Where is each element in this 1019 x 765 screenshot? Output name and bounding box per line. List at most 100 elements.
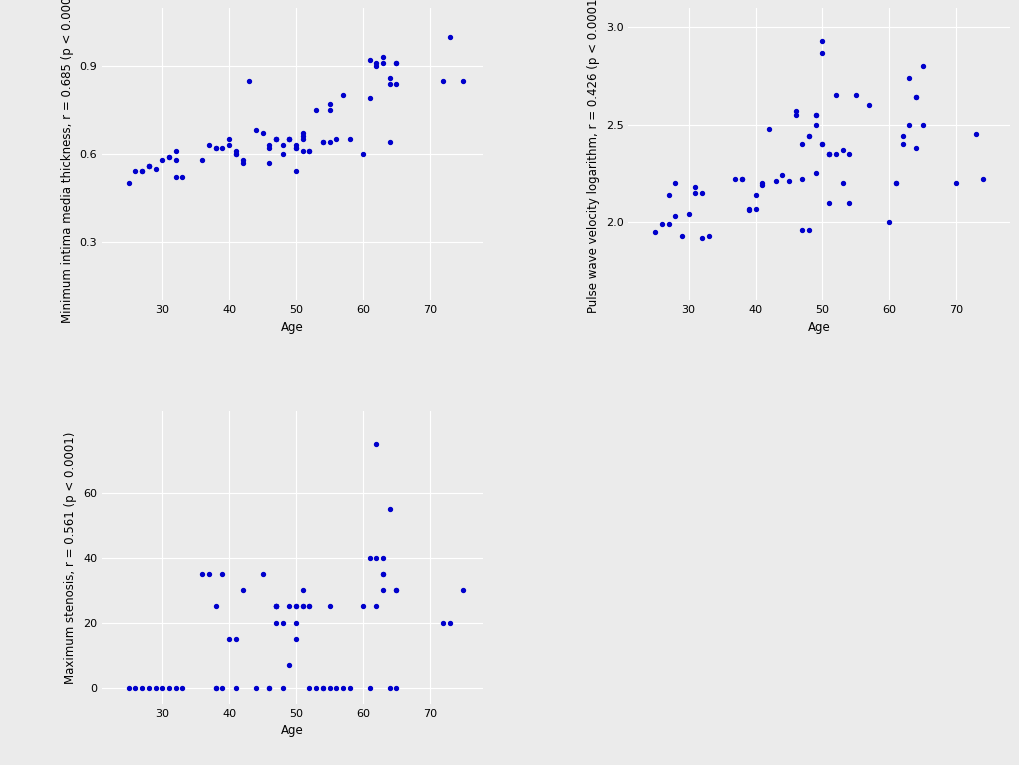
Point [680, 208, 696, 220]
Point [321, 601, 337, 613]
Point [753, 179, 769, 191]
Point [261, 157, 277, 169]
Point [161, 682, 177, 694]
Point [147, 162, 163, 174]
Point [375, 568, 391, 580]
Point [227, 633, 244, 645]
Point [901, 119, 917, 131]
Point [381, 682, 397, 694]
Point [287, 165, 304, 177]
Point [281, 133, 298, 145]
Point [248, 125, 264, 137]
Point [659, 218, 676, 230]
Point [287, 142, 304, 155]
Point [355, 601, 371, 613]
Point [813, 138, 829, 150]
Point [147, 682, 163, 694]
Point [314, 682, 330, 694]
Point [194, 154, 210, 166]
Point [794, 173, 810, 185]
Point [167, 154, 183, 166]
Point [294, 133, 311, 145]
Point [127, 165, 144, 177]
Point [834, 144, 850, 156]
Point [268, 133, 284, 145]
Point [268, 133, 284, 145]
X-axis label: Age: Age [807, 321, 829, 334]
Point [234, 584, 251, 596]
Y-axis label: Minimum intima media thickness, r = 0.685 (p < 0.0001): Minimum intima media thickness, r = 0.68… [61, 0, 73, 323]
Point [666, 177, 683, 189]
Point [254, 127, 270, 139]
Point [813, 138, 829, 150]
Point [907, 91, 923, 103]
Point [321, 682, 337, 694]
Point [174, 682, 191, 694]
Point [375, 51, 391, 63]
Point [381, 136, 397, 148]
Point [687, 181, 703, 194]
Point [368, 60, 384, 72]
Point [301, 682, 317, 694]
Point [301, 145, 317, 157]
Point [734, 173, 750, 185]
Point [227, 148, 244, 160]
Point [301, 601, 317, 613]
Point [441, 617, 458, 629]
Point [161, 151, 177, 163]
Point [341, 133, 358, 145]
Point [820, 197, 837, 209]
Point [214, 682, 230, 694]
Point [287, 633, 304, 645]
Point [901, 72, 917, 84]
Y-axis label: Pulse wave velocity logarithm, r = 0.426 (p < 0.0001): Pulse wave velocity logarithm, r = 0.426… [587, 0, 599, 314]
Point [760, 122, 776, 135]
Point [747, 203, 763, 215]
Point [820, 148, 837, 160]
Point [141, 159, 157, 171]
Point [261, 139, 277, 151]
Point [281, 133, 298, 145]
Point [208, 142, 224, 155]
Point [167, 682, 183, 694]
Point [381, 72, 397, 84]
Point [435, 617, 451, 629]
Point [268, 601, 284, 613]
Y-axis label: Maximum stenosis, r = 0.561 (p < 0.0001): Maximum stenosis, r = 0.561 (p < 0.0001) [64, 431, 77, 684]
Point [693, 232, 709, 244]
Point [194, 568, 210, 580]
Point [227, 682, 244, 694]
Point [773, 169, 790, 181]
Point [287, 139, 304, 151]
Point [727, 173, 743, 185]
Point [321, 104, 337, 116]
Point [167, 171, 183, 184]
Point [787, 109, 803, 121]
Point [287, 601, 304, 613]
Point [880, 216, 897, 228]
Point [274, 682, 290, 694]
Point [375, 568, 391, 580]
Point [826, 148, 843, 160]
Point [141, 159, 157, 171]
Point [388, 57, 405, 70]
Point [294, 601, 311, 613]
Point [388, 77, 405, 90]
Point [368, 438, 384, 450]
Point [294, 601, 311, 613]
Point [388, 584, 405, 596]
Point [834, 177, 850, 189]
Point [281, 601, 298, 613]
Point [334, 90, 351, 102]
Point [274, 617, 290, 629]
Point [133, 165, 150, 177]
Point [254, 568, 270, 580]
Point [948, 177, 964, 189]
Point [341, 682, 358, 694]
Point [687, 187, 703, 199]
Point [174, 171, 191, 184]
Point [441, 31, 458, 43]
Point [227, 145, 244, 157]
Point [381, 503, 397, 515]
Point [375, 57, 391, 70]
